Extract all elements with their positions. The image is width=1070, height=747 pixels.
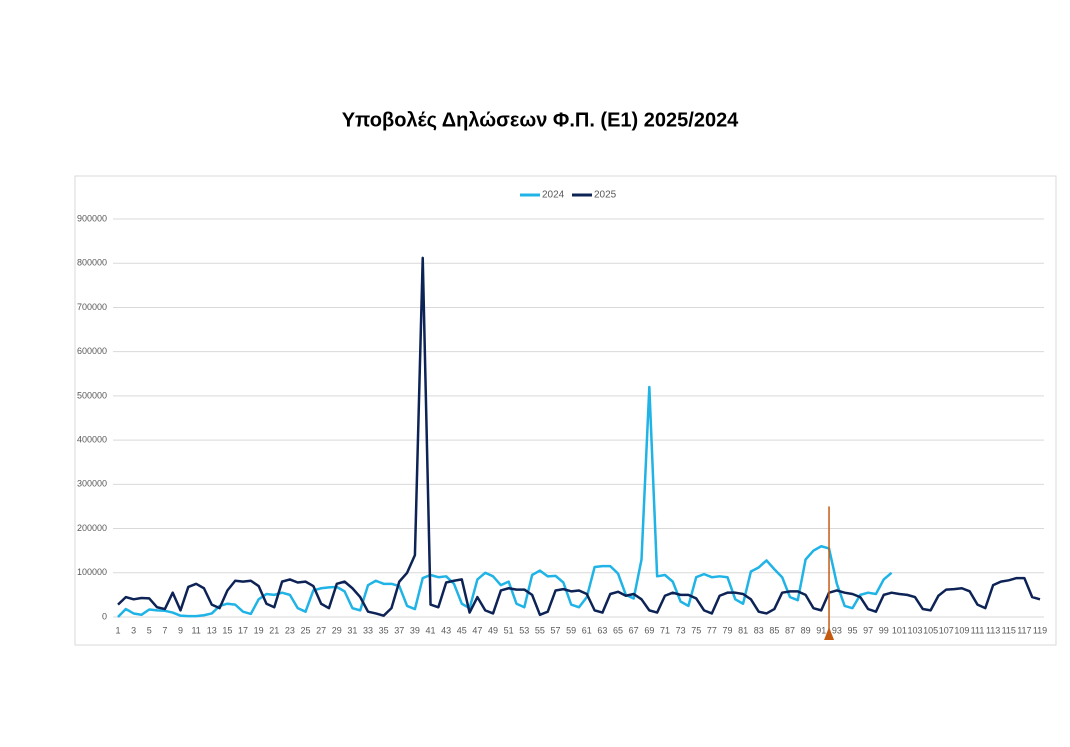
x-tick-label: 69 <box>644 625 654 635</box>
x-tick-label: 43 <box>441 625 451 635</box>
x-tick-label: 13 <box>207 625 217 635</box>
x-tick-label: 93 <box>832 625 842 635</box>
y-tick-label: 200000 <box>77 523 107 533</box>
x-tick-label: 101 <box>892 625 907 635</box>
x-tick-label: 27 <box>316 625 326 635</box>
x-tick-label: 77 <box>707 625 717 635</box>
x-tick-label: 37 <box>394 625 404 635</box>
y-tick-label: 500000 <box>77 390 107 400</box>
x-tick-label: 15 <box>222 625 232 635</box>
x-tick-label: 19 <box>254 625 264 635</box>
x-tick-label: 71 <box>660 625 670 635</box>
x-tick-label: 115 <box>1002 625 1016 635</box>
x-tick-label: 75 <box>691 625 701 635</box>
y-tick-label: 100000 <box>77 567 107 577</box>
x-tick-label: 49 <box>488 625 498 635</box>
y-tick-label: 800000 <box>77 258 107 268</box>
x-tick-label: 61 <box>582 625 592 635</box>
x-tick-label: 35 <box>379 625 389 635</box>
x-tick-label: 29 <box>332 625 342 635</box>
y-tick-label: 300000 <box>77 479 107 489</box>
chart-title: Υποβολές Δηλώσεων Φ.Π. (Ε1) 2025/2024 <box>342 109 739 131</box>
x-tick-label: 53 <box>519 625 529 635</box>
x-tick-label: 25 <box>301 625 311 635</box>
x-tick-label: 89 <box>801 625 811 635</box>
chart-border <box>74 175 1057 646</box>
x-tick-label: 45 <box>457 625 467 635</box>
x-tick-label: 65 <box>613 625 623 635</box>
x-tick-label: 33 <box>363 625 373 635</box>
y-tick-label: 400000 <box>77 434 107 444</box>
x-tick-label: 107 <box>939 625 954 635</box>
x-tick-label: 79 <box>722 625 732 635</box>
x-tick-label: 83 <box>754 625 764 635</box>
x-tick-label: 3 <box>131 625 136 635</box>
x-tick-label: 99 <box>879 625 889 635</box>
x-tick-label: 95 <box>847 625 857 635</box>
y-tick-label: 900000 <box>77 213 107 223</box>
y-tick-label: 700000 <box>77 302 107 312</box>
x-tick-label: 105 <box>923 625 938 635</box>
legend-label: 2024 <box>542 190 565 201</box>
x-tick-label: 73 <box>676 625 686 635</box>
x-tick-label: 59 <box>566 625 576 635</box>
x-tick-label: 5 <box>147 625 152 635</box>
y-tick-label: 0 <box>102 611 107 621</box>
x-tick-label: 21 <box>269 625 279 635</box>
x-tick-label: 87 <box>785 625 795 635</box>
x-tick-label: 11 <box>191 625 200 635</box>
x-tick-label: 39 <box>410 625 420 635</box>
x-tick-label: 17 <box>238 625 248 635</box>
x-tick-label: 63 <box>597 625 607 635</box>
x-tick-label: 111 <box>971 625 985 635</box>
x-tick-label: 51 <box>504 625 514 635</box>
x-tick-label: 67 <box>629 625 639 635</box>
series-line <box>117 385 893 618</box>
x-tick-label: 1 <box>115 625 120 635</box>
x-tick-label: 9 <box>178 625 183 635</box>
marker-arrow <box>824 627 835 640</box>
x-tick-label: 47 <box>472 625 482 635</box>
x-tick-label: 31 <box>347 625 357 635</box>
legend-label: 2025 <box>594 190 617 201</box>
x-tick-label: 109 <box>954 625 969 635</box>
x-tick-label: 23 <box>285 625 295 635</box>
x-tick-label: 97 <box>863 625 873 635</box>
x-tick-label: 113 <box>986 625 1000 635</box>
x-tick-label: 85 <box>769 625 779 635</box>
x-tick-label: 103 <box>907 625 922 635</box>
x-tick-label: 55 <box>535 625 545 635</box>
x-tick-label: 119 <box>1033 625 1047 635</box>
x-tick-label: 41 <box>426 625 436 635</box>
series-line <box>117 256 1041 617</box>
y-tick-label: 600000 <box>77 346 107 356</box>
x-tick-label: 7 <box>162 625 167 635</box>
x-tick-label: 81 <box>738 625 748 635</box>
x-tick-label: 117 <box>1017 625 1031 635</box>
x-tick-label: 57 <box>551 625 561 635</box>
x-tick-label: 91 <box>816 625 826 635</box>
